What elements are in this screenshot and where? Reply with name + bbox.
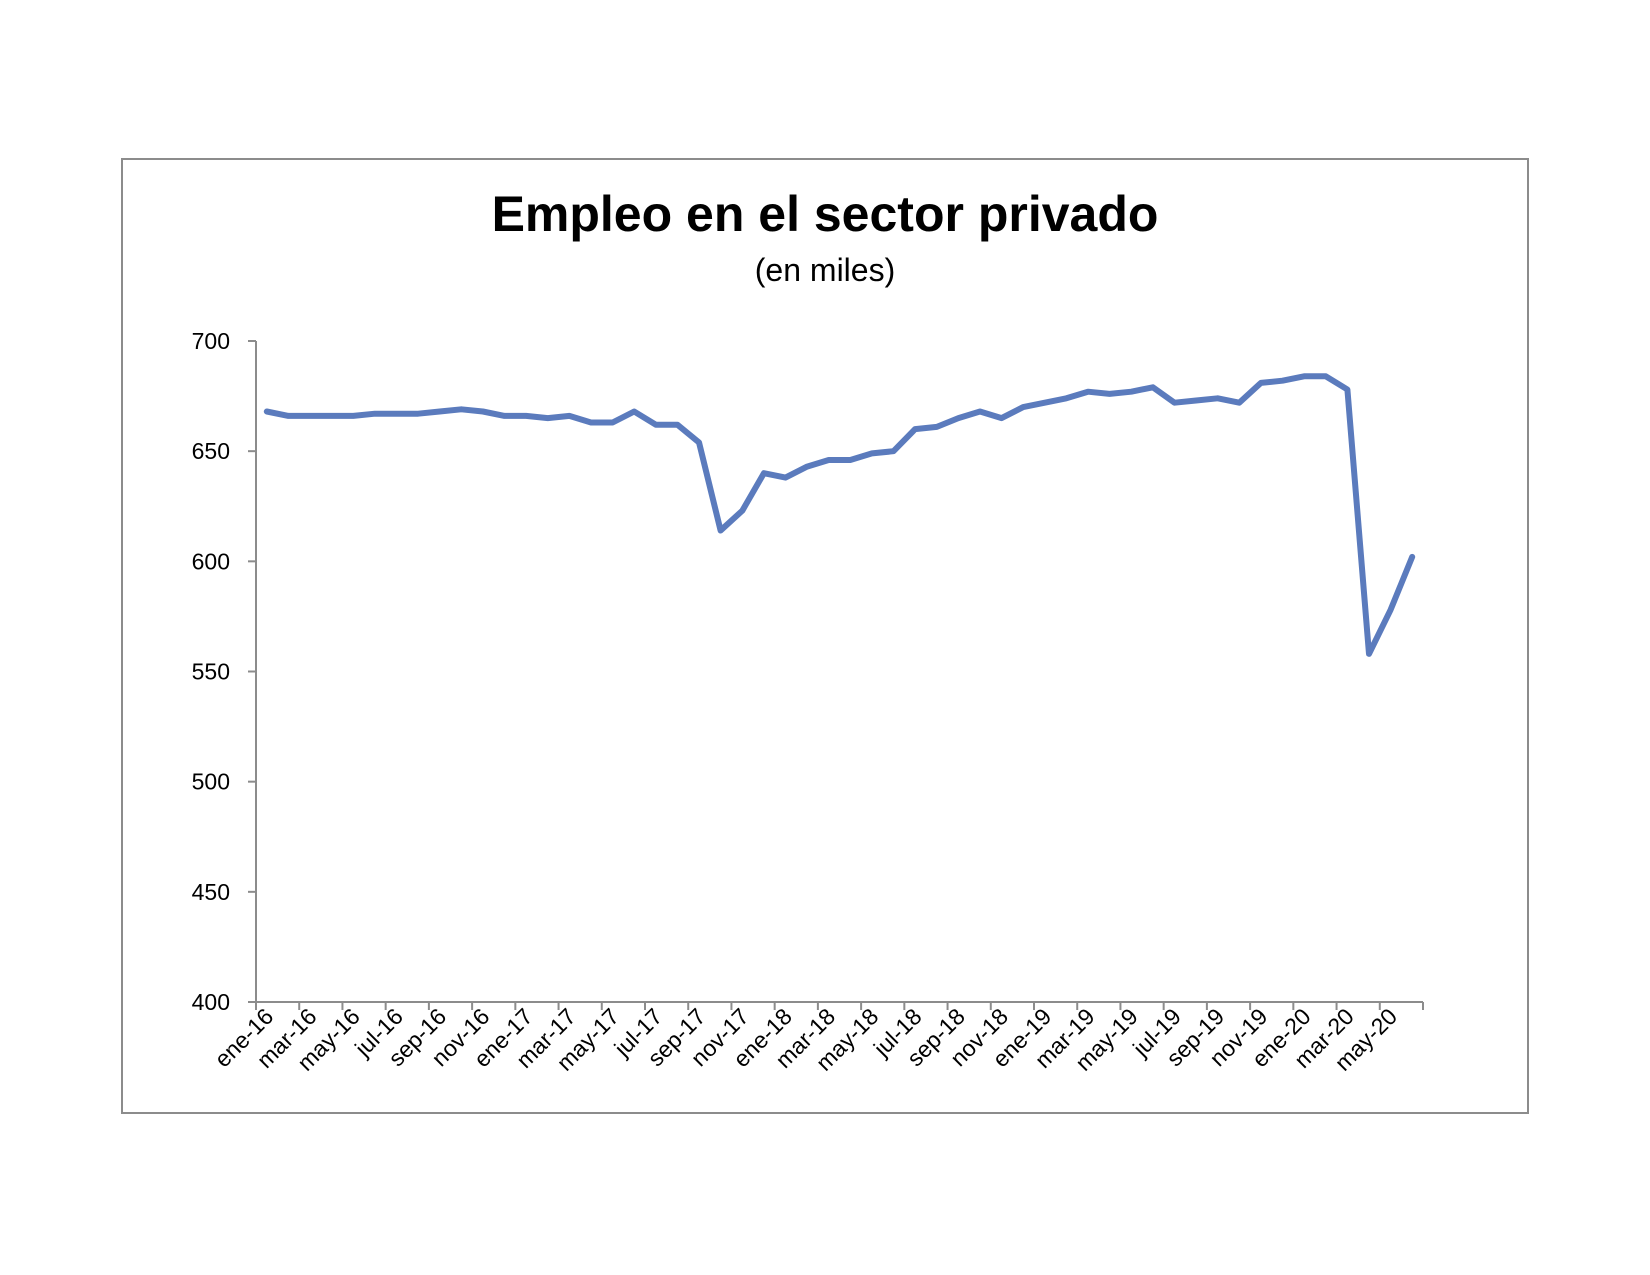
data-point bbox=[1346, 389, 1348, 390]
data-point bbox=[871, 452, 873, 454]
data-point bbox=[828, 459, 830, 461]
data-point bbox=[396, 413, 397, 415]
data-point bbox=[1130, 391, 1132, 393]
data-point bbox=[1368, 653, 1370, 655]
series-line bbox=[263, 373, 1416, 657]
data-point bbox=[1411, 556, 1413, 558]
data-point bbox=[785, 477, 786, 479]
y-tick-label: 500 bbox=[192, 769, 230, 795]
data-point bbox=[525, 415, 527, 417]
data-point bbox=[266, 411, 268, 412]
data-point bbox=[590, 422, 592, 423]
y-tick-label: 550 bbox=[192, 659, 230, 685]
data-point bbox=[698, 441, 700, 443]
y-tick-label: 700 bbox=[192, 328, 230, 354]
data-point bbox=[1195, 400, 1197, 401]
data-point bbox=[633, 411, 635, 412]
data-point bbox=[331, 415, 333, 417]
data-point bbox=[806, 466, 808, 468]
data-point bbox=[309, 415, 311, 417]
data-point bbox=[1174, 402, 1175, 404]
data-point bbox=[914, 428, 916, 430]
data-point bbox=[1325, 375, 1327, 377]
data-point bbox=[504, 415, 505, 417]
data-point bbox=[741, 510, 743, 512]
data-point bbox=[1022, 406, 1024, 408]
data-point bbox=[374, 413, 376, 415]
data-point bbox=[352, 415, 354, 417]
data-point bbox=[979, 411, 981, 412]
chart-subtitle: (en miles) bbox=[754, 252, 896, 288]
data-point bbox=[460, 408, 462, 410]
y-tick-label: 600 bbox=[192, 548, 230, 574]
data-point bbox=[849, 459, 851, 461]
data-point bbox=[1390, 609, 1392, 611]
data-point bbox=[1109, 393, 1111, 395]
data-point bbox=[1152, 386, 1154, 388]
data-point bbox=[547, 417, 549, 419]
data-point bbox=[936, 426, 938, 428]
data-point bbox=[1303, 375, 1305, 377]
data-point bbox=[568, 415, 570, 417]
data-point bbox=[612, 422, 614, 423]
y-axis: 400 450 500 550 600 650 700 bbox=[192, 328, 257, 1015]
data-point bbox=[1001, 417, 1003, 419]
series-layer bbox=[263, 373, 1416, 657]
data-point bbox=[676, 424, 678, 426]
x-axis: ene-16mar-16may-16jul-16sep-16nov-16ene-… bbox=[209, 1001, 1424, 1076]
data-point bbox=[1238, 402, 1240, 404]
data-point bbox=[482, 411, 484, 412]
data-point bbox=[957, 417, 959, 419]
data-point bbox=[763, 472, 765, 474]
data-point bbox=[417, 413, 419, 415]
y-tick-label: 650 bbox=[192, 438, 230, 464]
data-point bbox=[439, 411, 441, 412]
line-chart: 400 450 500 550 600 650 700 ene-16mar-16may-16… bbox=[192, 328, 1424, 1076]
data-point bbox=[1217, 397, 1219, 399]
data-point bbox=[1087, 391, 1089, 393]
data-point bbox=[1065, 397, 1067, 399]
data-point bbox=[287, 415, 289, 417]
data-point bbox=[1282, 380, 1283, 382]
data-point bbox=[720, 530, 722, 531]
y-tick-label: 450 bbox=[192, 879, 230, 905]
chart-frame: Empleo en el sector privado (en miles) 4… bbox=[121, 158, 1529, 1114]
data-point bbox=[1044, 402, 1046, 404]
chart-title: Empleo en el sector privado bbox=[491, 186, 1159, 242]
data-point bbox=[1260, 382, 1262, 384]
data-point bbox=[893, 450, 894, 452]
y-tick-label: 400 bbox=[192, 989, 230, 1015]
data-point bbox=[655, 424, 657, 426]
